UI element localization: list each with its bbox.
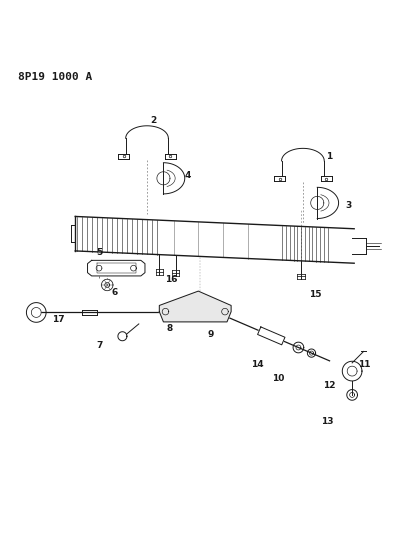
Text: 1: 1 [326, 152, 333, 161]
Text: 14: 14 [252, 360, 264, 369]
Text: 8P19 1000 A: 8P19 1000 A [18, 71, 92, 82]
Text: 13: 13 [321, 417, 334, 426]
Text: 10: 10 [272, 374, 285, 383]
Text: 11: 11 [358, 360, 371, 369]
Text: 16: 16 [165, 275, 178, 284]
Text: 12: 12 [323, 381, 336, 390]
Text: 5: 5 [97, 248, 103, 257]
Text: 8: 8 [166, 325, 173, 333]
Text: 7: 7 [97, 341, 103, 350]
Polygon shape [159, 291, 231, 322]
Text: 3: 3 [345, 201, 351, 211]
Text: 6: 6 [111, 288, 117, 297]
Text: 2: 2 [150, 116, 156, 125]
Polygon shape [258, 327, 285, 345]
Polygon shape [88, 260, 145, 276]
Text: 17: 17 [52, 314, 65, 324]
Text: 9: 9 [207, 330, 214, 338]
Text: 4: 4 [185, 171, 191, 180]
Text: 15: 15 [309, 290, 321, 299]
